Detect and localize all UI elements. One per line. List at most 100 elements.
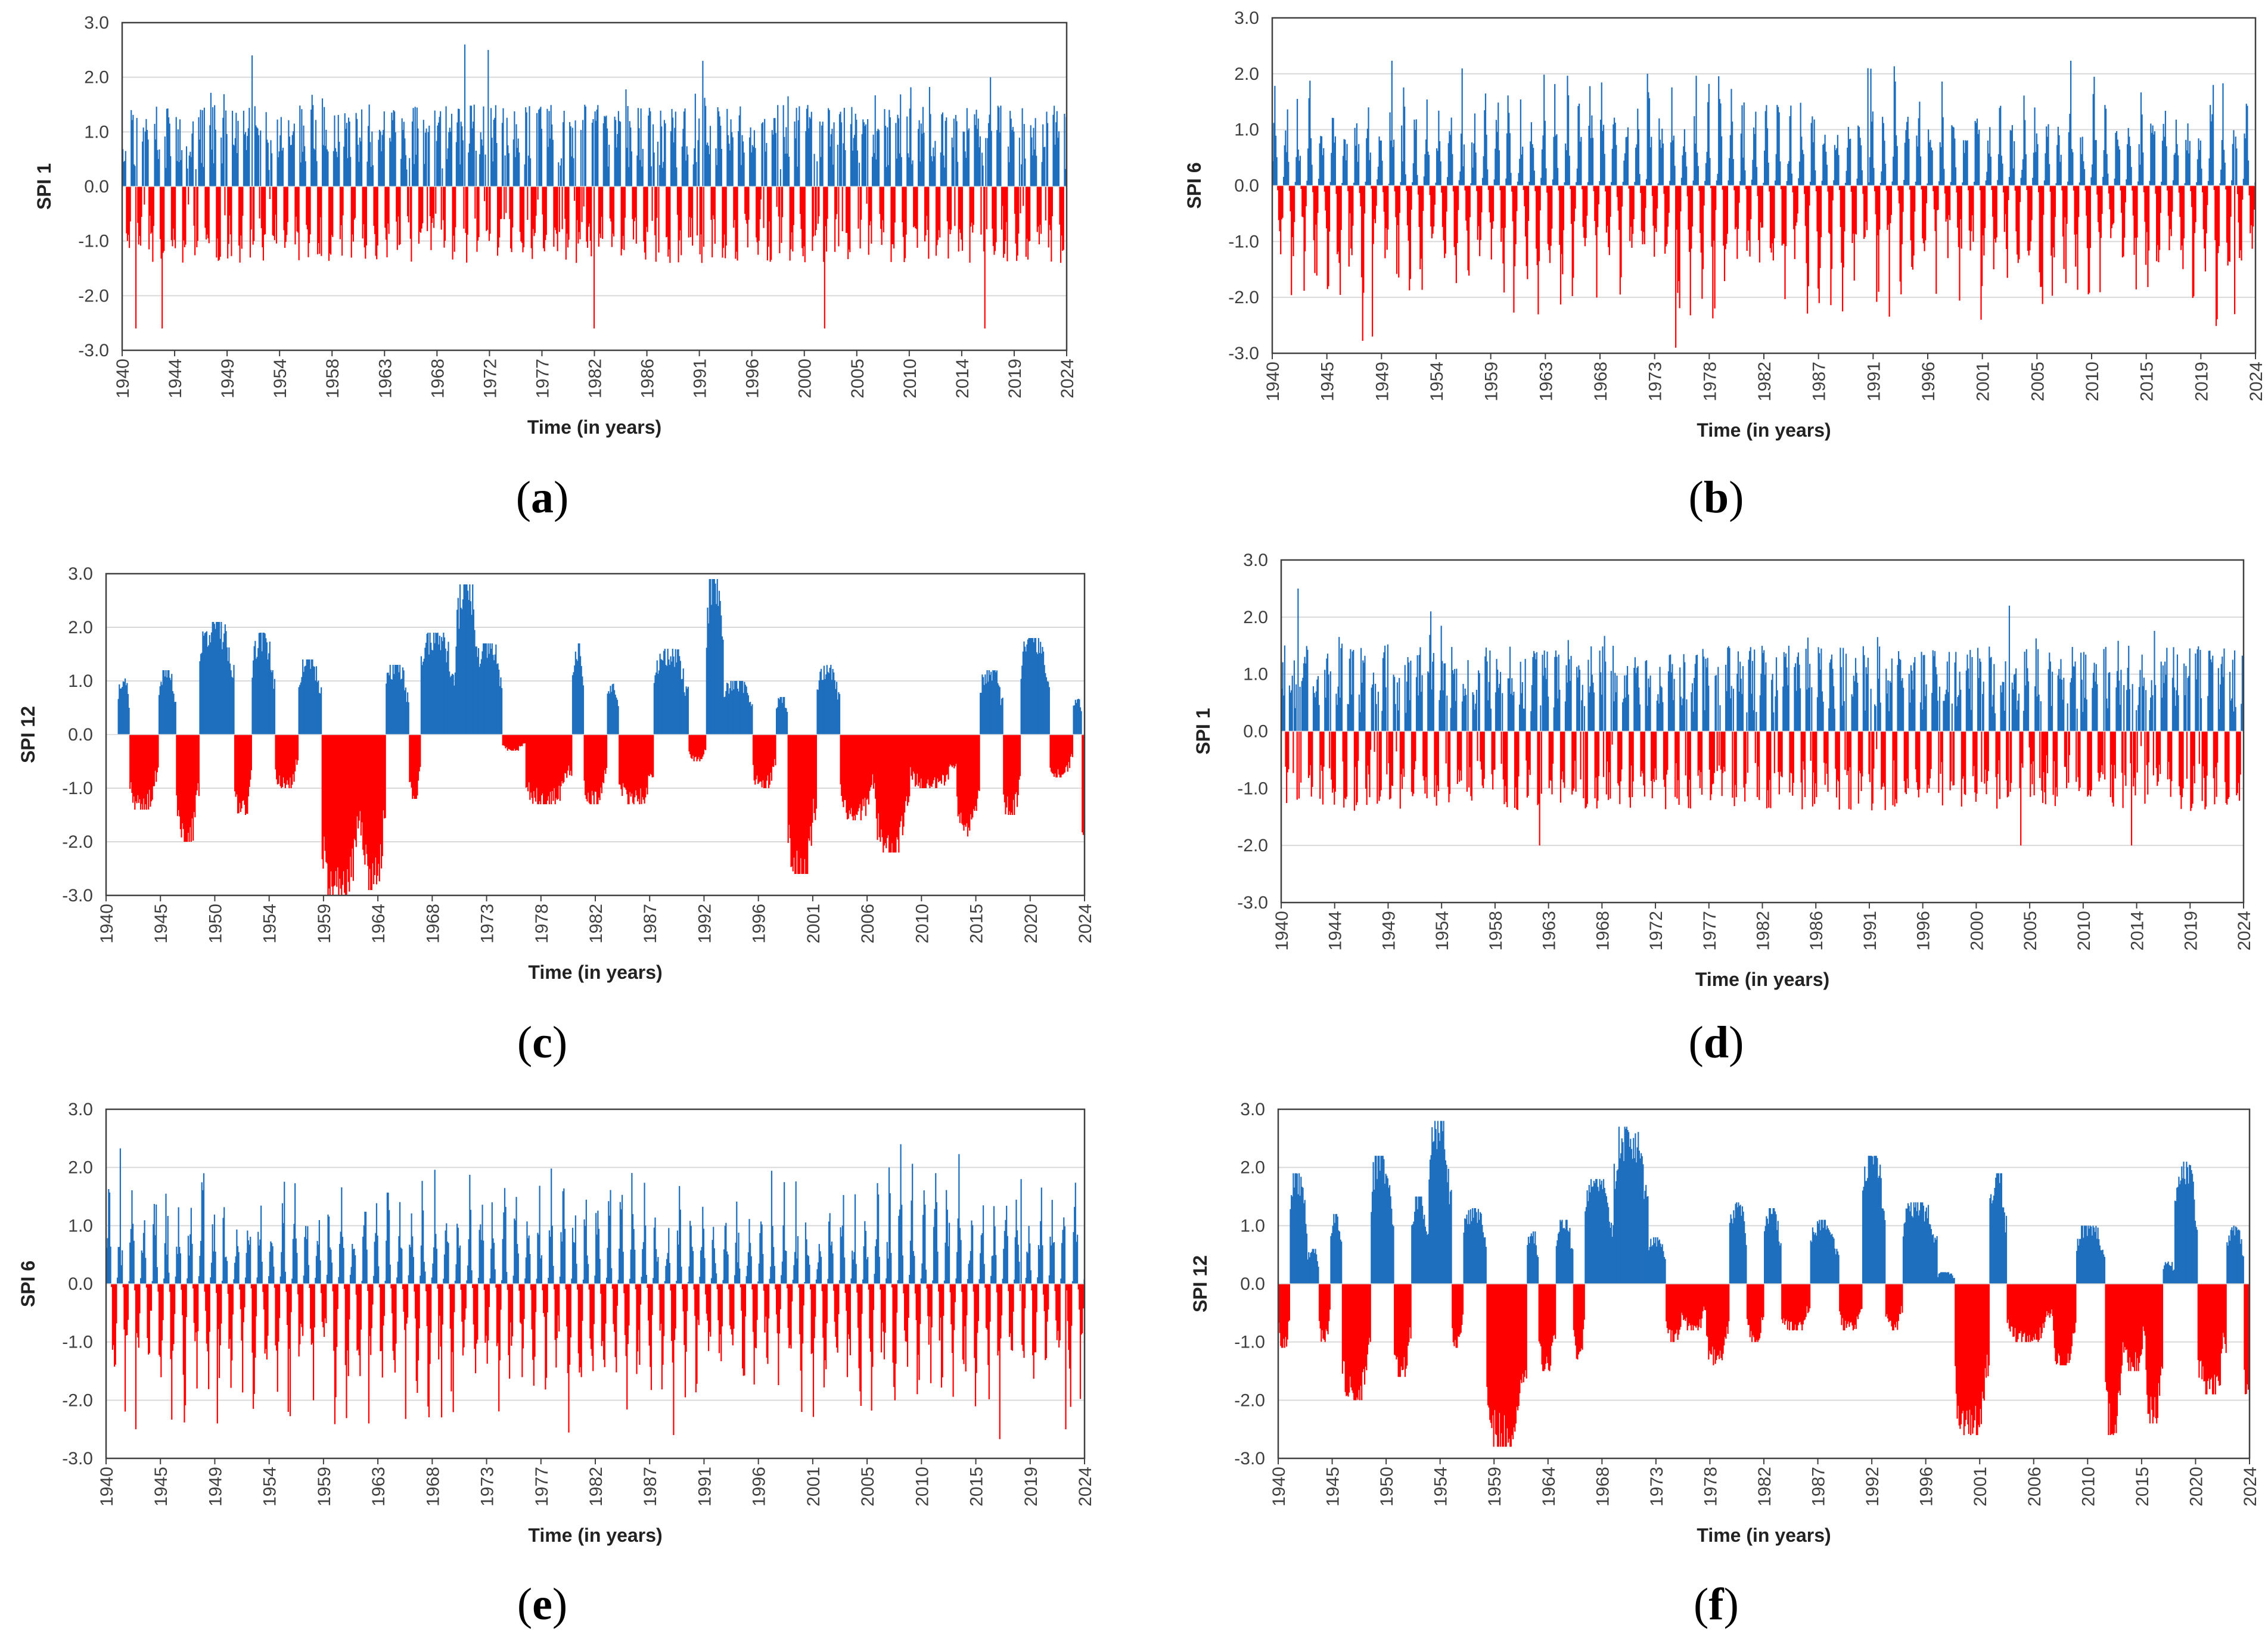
positive-bar [945, 120, 946, 186]
negative-bar [578, 186, 580, 232]
positive-bar [2114, 178, 2115, 186]
negative-bar [1701, 185, 1703, 299]
negative-bar [2191, 731, 2193, 808]
positive-bar [146, 130, 148, 186]
negative-bar [511, 186, 512, 253]
negative-bar [1334, 731, 1335, 805]
positive-bar [120, 688, 122, 735]
positive-bar [1360, 648, 1362, 732]
negative-bar [1726, 185, 1729, 234]
negative-bar [267, 1284, 269, 1336]
positive-bar [1347, 704, 1349, 732]
negative-bar [670, 1284, 672, 1291]
positive-bar [1565, 665, 1567, 732]
positive-bar [724, 1225, 726, 1284]
negative-bar [569, 735, 571, 776]
positive-bar [315, 120, 317, 186]
y-tick-label: 3.0 [68, 564, 93, 584]
y-tick-label: 2.0 [1234, 64, 1259, 84]
negative-bar [2005, 185, 2006, 214]
negative-bar [449, 1284, 451, 1329]
negative-bar [1677, 731, 1679, 780]
positive-bar [1626, 136, 1628, 186]
positive-bar [2057, 675, 2059, 732]
positive-bar [316, 161, 318, 186]
negative-bar [1974, 731, 1976, 793]
negative-bar [1843, 185, 1844, 267]
positive-bar [796, 108, 797, 186]
positive-bar [805, 130, 807, 186]
negative-bar [1278, 185, 1280, 220]
negative-bar [1355, 731, 1357, 805]
negative-bar [598, 735, 600, 798]
positive-bar [2008, 605, 2011, 732]
x-tick-label: 1977 [1700, 911, 1720, 951]
negative-bar [1862, 185, 1864, 194]
negative-bar [1611, 731, 1613, 745]
negative-bar [786, 1284, 788, 1289]
x-tick-label: 1958 [1486, 911, 1506, 951]
negative-bar [881, 735, 883, 838]
negative-bar [240, 186, 242, 236]
negative-bar [553, 186, 555, 247]
positive-bar [232, 144, 234, 186]
positive-bar [426, 633, 428, 735]
negative-bar [993, 186, 995, 255]
positive-bar [1673, 679, 1675, 732]
positive-bar [1576, 168, 1578, 186]
positive-bar [1682, 155, 1683, 186]
negative-bar [778, 1284, 779, 1386]
positive-bar [1692, 711, 1694, 732]
negative-bar [2096, 185, 2098, 195]
negative-bar [1770, 731, 1772, 808]
positive-bar [1487, 169, 1489, 186]
negative-bar [909, 735, 912, 767]
positive-bar [1943, 701, 1946, 732]
positive-bar [687, 1281, 689, 1284]
negative-bar [950, 735, 952, 766]
positive-bar [1032, 155, 1033, 186]
negative-bar [1702, 185, 1704, 269]
positive-bar [366, 1249, 368, 1284]
positive-bar [1354, 127, 1356, 186]
negative-bar [545, 735, 546, 804]
positive-bar [1739, 181, 1741, 186]
negative-bar [440, 186, 442, 230]
negative-bar [1757, 731, 1759, 767]
positive-bar [742, 693, 744, 735]
x-tick-label: 1978 [532, 904, 552, 944]
positive-bar [279, 135, 281, 186]
positive-bar [145, 119, 147, 186]
negative-bar [706, 1284, 707, 1314]
negative-bar [1938, 731, 1940, 793]
positive-bar [725, 690, 727, 735]
positive-bar [2219, 183, 2221, 186]
negative-bar [138, 1284, 139, 1348]
negative-bar [1892, 731, 1894, 805]
positive-bar [743, 153, 745, 186]
negative-bar [909, 735, 911, 797]
positive-bar [1423, 176, 1425, 186]
positive-bar [1714, 676, 1716, 732]
positive-bar [1439, 700, 1440, 732]
x-axis-title: Time (in years) [1697, 419, 1831, 441]
negative-bar [281, 735, 282, 788]
negative-bar [338, 735, 340, 895]
positive-bar [1413, 119, 1415, 186]
positive-bar [2195, 653, 2196, 732]
negative-bar [558, 1284, 560, 1332]
negative-bar [891, 186, 893, 244]
negative-bar [1903, 731, 1905, 782]
negative-bar [599, 186, 601, 234]
positive-bar [1340, 648, 1342, 732]
negative-bar [1421, 185, 1423, 290]
positive-bar [406, 702, 408, 735]
x-tick-label: 1991 [691, 359, 710, 399]
positive-bar [170, 156, 172, 186]
positive-bar [886, 167, 887, 186]
positive-bar [2043, 180, 2046, 186]
positive-bar [466, 584, 468, 735]
negative-bar [2037, 185, 2040, 192]
negative-bar [1426, 731, 1428, 799]
